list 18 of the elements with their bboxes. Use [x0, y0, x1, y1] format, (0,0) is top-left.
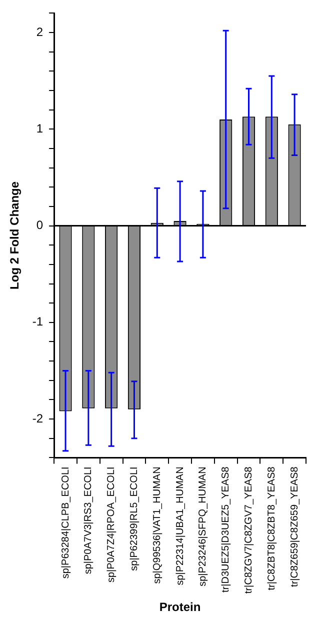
x-tick-label: tr|D3UEZ5|D3UEZ5_YEAS8: [220, 466, 232, 592]
y-tick-label: 0: [36, 218, 44, 232]
x-tick-label: sp|P0A7Z4|RPOA_ECOLI: [106, 466, 118, 583]
x-tick-label: sp|P23246|SFPQ_HUMAN: [198, 466, 209, 586]
x-tick-label: sp|Q99536|VAT1_HUMAN: [152, 466, 163, 584]
x-tick-label: tr|C8Z659|C8Z659_YEAS8: [289, 466, 300, 587]
x-tick-label: sp|P0A7V3|RS3_ECOLI: [83, 466, 94, 574]
y-tick-label: 2: [36, 24, 44, 39]
x-tick-label: tr|C8ZGV7|C8ZGV7_YEAS8: [243, 466, 254, 594]
x-tick-label: sp|P63284|CLPB_ECOLI: [60, 466, 72, 579]
x-axis-title: Protein: [159, 600, 201, 614]
y-tick-label: 1: [36, 121, 44, 136]
x-tick-label: sp|P22314|UBA1_HUMAN: [174, 466, 186, 586]
y-axis-title: Log 2 Fold Change: [8, 181, 22, 290]
y-tick-label: -2: [32, 411, 44, 426]
x-tick-label: sp|P62399|RL5_ECOLI: [128, 466, 140, 571]
y-tick-label: -1: [32, 314, 44, 329]
x-tick-label: tr|C8ZBT8|C8ZBT8_YEAS8: [266, 466, 278, 590]
